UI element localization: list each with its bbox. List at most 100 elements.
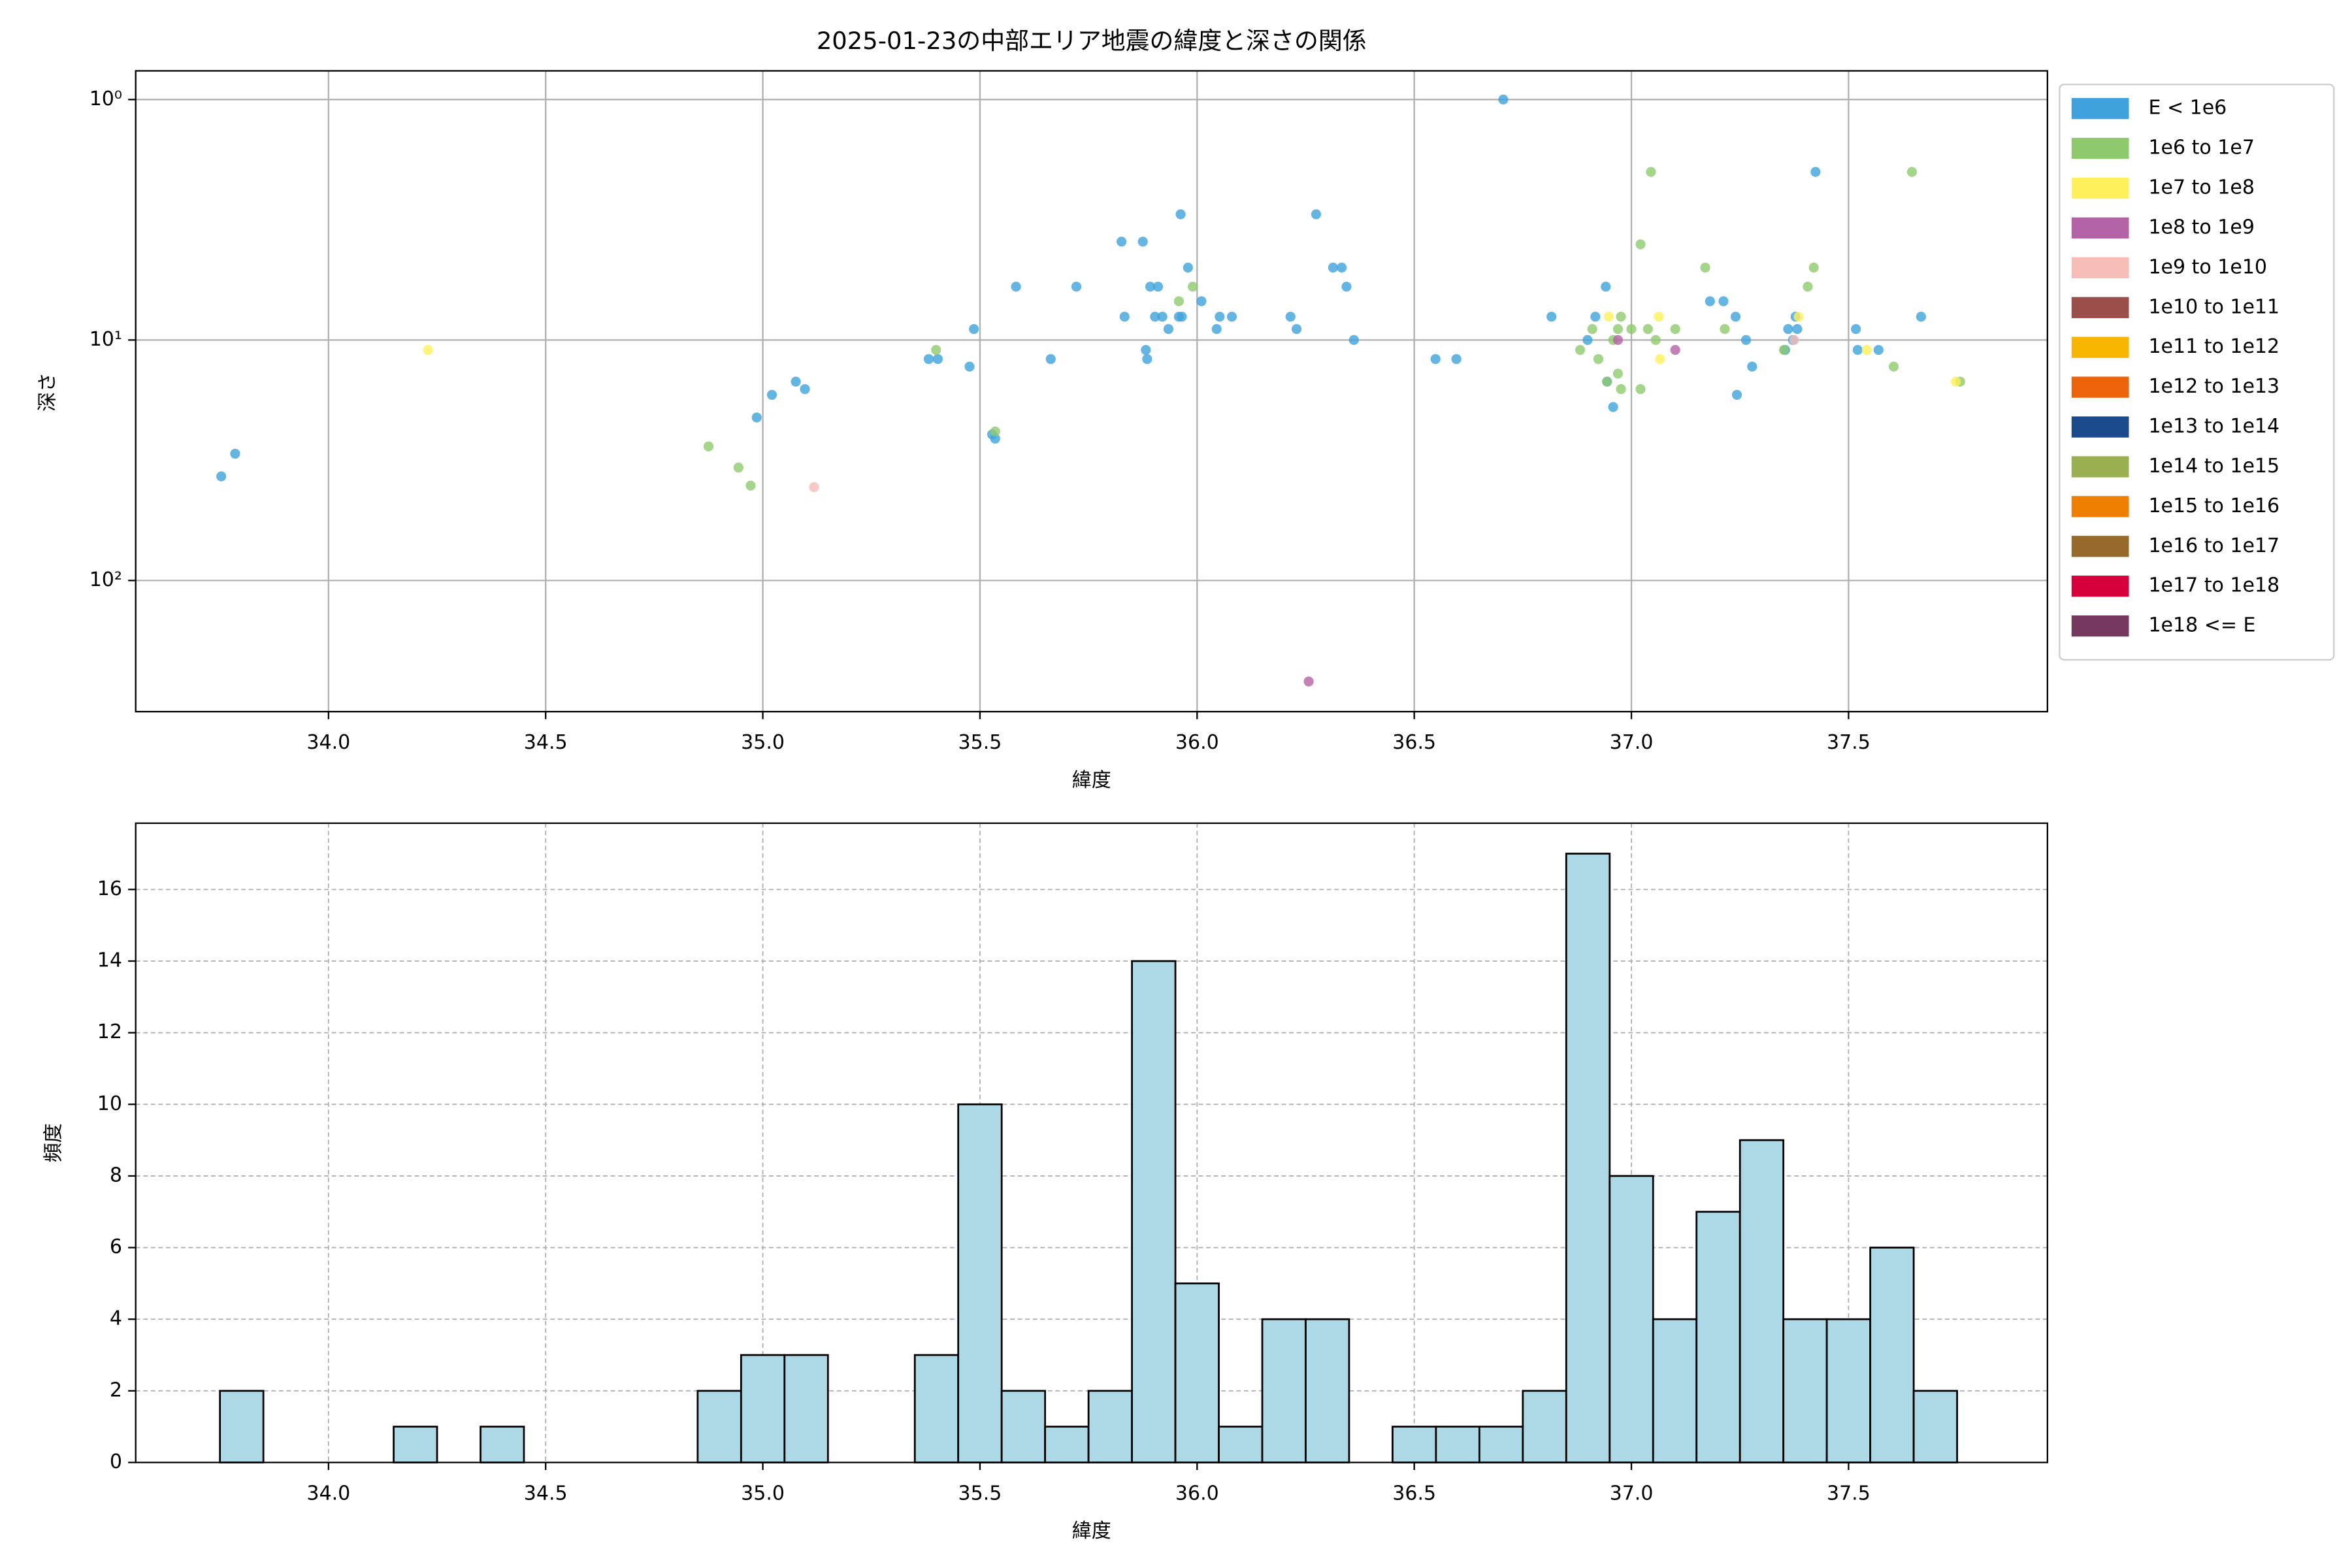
y-tick-label: 0 (110, 1450, 122, 1473)
scatter-point (1705, 296, 1715, 306)
x-tick-label: 36.0 (1175, 1482, 1219, 1505)
scatter-point (1873, 345, 1884, 355)
y-tick-label: 10¹ (90, 328, 122, 351)
histogram-bar (1652, 1318, 1698, 1463)
scatter-point (969, 323, 979, 335)
scatter-point (990, 426, 1000, 436)
scatter-point (1720, 323, 1730, 335)
legend-label: 1e11 to 1e12 (2148, 335, 2279, 358)
histogram-bar (393, 1426, 438, 1463)
legend-swatch (2071, 98, 2129, 120)
scatter-point (932, 353, 943, 365)
scatter-point (1285, 312, 1296, 322)
y-tick-label: 16 (97, 877, 122, 900)
scatter-point (216, 471, 227, 482)
scatter-point (1612, 368, 1624, 379)
scatter-point (703, 441, 714, 451)
scatter-point (1348, 335, 1359, 346)
scatter-point (1575, 345, 1586, 355)
histogram-bar (913, 1354, 960, 1463)
histogram-bar (783, 1354, 829, 1463)
scatter-point (1141, 345, 1151, 355)
histogram-bar (1869, 1247, 1915, 1463)
legend-label: 1e18 <= E (2148, 614, 2255, 637)
scatter-point (1117, 237, 1127, 247)
scatter-point (1608, 402, 1618, 412)
scatter-point (1157, 312, 1168, 322)
x-tick-label: 34.5 (524, 731, 568, 754)
x-tick-label: 36.5 (1392, 1482, 1436, 1505)
legend-label: 1e13 to 1e14 (2148, 415, 2279, 438)
scatter-point (1731, 389, 1742, 400)
histogram-bar (1305, 1318, 1350, 1463)
scatter-point (1215, 312, 1225, 322)
y-axis-label: 頻度 (42, 1123, 65, 1162)
scatter-point (1950, 376, 1961, 387)
scatter-point (1626, 323, 1637, 335)
scatter-point (1783, 323, 1793, 335)
y-tick-label: 10 (97, 1092, 122, 1115)
scatter-point (1616, 384, 1626, 395)
legend-swatch (2071, 177, 2129, 199)
x-tick-label: 35.0 (741, 1482, 785, 1505)
x-tick-label: 37.5 (1827, 1482, 1870, 1505)
scatter-point (1183, 263, 1193, 273)
x-tick-label: 34.0 (306, 731, 350, 754)
legend-swatch (2071, 615, 2129, 637)
scatter-point (1916, 312, 1927, 322)
legend-label: 1e8 to 1e9 (2148, 216, 2254, 238)
scatter-point (1196, 296, 1207, 306)
histogram-bar (1392, 1426, 1437, 1463)
scatter-point (1011, 282, 1021, 292)
y-tick-label: 12 (97, 1021, 122, 1043)
scatter-point (1337, 263, 1347, 273)
histogram-bar (740, 1354, 786, 1463)
scatter-point (809, 482, 819, 493)
legend-label: E < 1e6 (2148, 97, 2227, 120)
scatter-point (1603, 312, 1614, 322)
scatter-point (1700, 263, 1710, 273)
scatter-point (791, 376, 801, 387)
scatter-point (1150, 312, 1160, 322)
scatter-point (1211, 323, 1222, 335)
legend-label: 1e12 to 1e13 (2148, 375, 2279, 398)
scatter-point (1650, 335, 1661, 346)
scatter-point (1602, 376, 1612, 387)
histogram-bar (1044, 1426, 1090, 1463)
scatter-point (1655, 353, 1665, 365)
scatter-point (1582, 335, 1593, 346)
scatter-point (1593, 353, 1604, 365)
scatter-point (1635, 384, 1646, 395)
scatter-point (1303, 676, 1314, 687)
scatter-point (745, 480, 756, 491)
scatter-point (990, 433, 1000, 444)
y-tick-label: 14 (97, 949, 122, 972)
scatter-point (1145, 282, 1156, 292)
scatter-point (1341, 282, 1352, 292)
scatter-point (1852, 345, 1863, 355)
legend-label: 1e10 to 1e11 (2148, 295, 2279, 318)
scatter-point (1451, 353, 1462, 365)
scatter-point (1498, 94, 1509, 105)
scatter-point (1175, 209, 1186, 220)
scatter-point (1906, 167, 1918, 177)
x-tick-label: 37.0 (1610, 1482, 1654, 1505)
scatter-point (1590, 312, 1601, 322)
scatter-point (1177, 312, 1187, 322)
scatter-point (1646, 167, 1656, 177)
histogram-bar (1174, 1282, 1220, 1463)
x-tick-label: 35.5 (958, 1482, 1002, 1505)
x-axis-label: 緯度 (1072, 1520, 1111, 1543)
legend-label: 1e6 to 1e7 (2148, 137, 2254, 159)
legend-label: 1e15 to 1e16 (2148, 495, 2279, 517)
histogram-bar (1912, 1390, 1958, 1463)
histogram-bar (1782, 1318, 1828, 1463)
histogram-bar (1131, 960, 1177, 1463)
scatter-point (1045, 353, 1056, 365)
histogram-bar (957, 1103, 1003, 1463)
histogram-bar (1435, 1426, 1480, 1463)
scatter-point (1642, 323, 1653, 335)
histogram-bar (480, 1426, 525, 1463)
legend-label: 1e16 to 1e17 (2148, 534, 2279, 557)
scatter-point (1789, 335, 1799, 346)
